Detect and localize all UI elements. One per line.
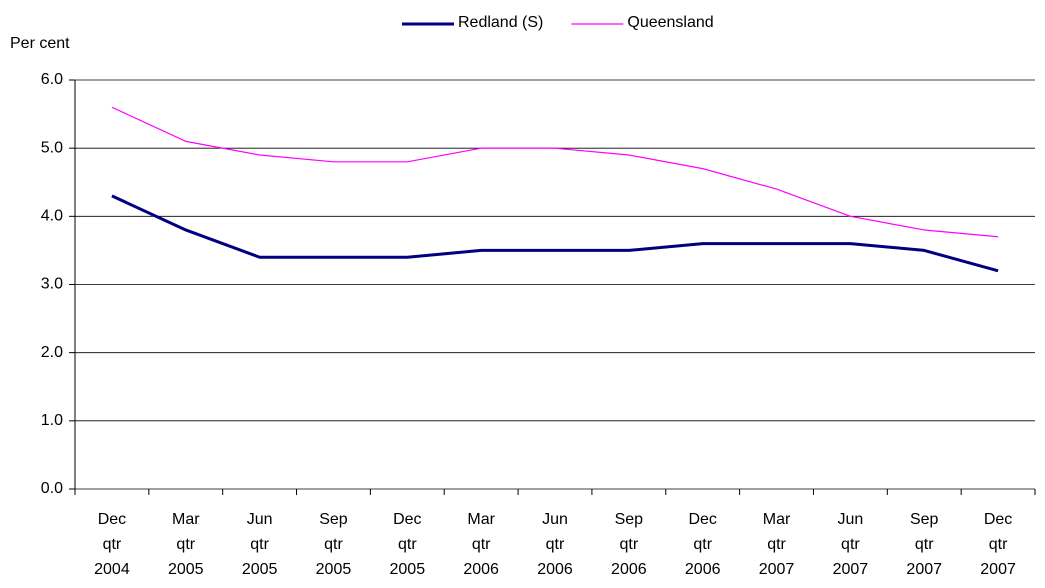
y-tick-label: 1.0: [41, 412, 63, 429]
legend-label: Queensland: [627, 14, 713, 31]
x-tick-label: Mar qtr 2005: [168, 511, 204, 578]
x-tick-label: Dec qtr 2004: [94, 511, 130, 578]
y-axis-label: Per cent: [10, 35, 70, 52]
legend-label: Redland (S): [458, 14, 543, 31]
x-tick-label: Sep qtr 2006: [611, 511, 647, 578]
x-tick-label: Dec qtr 2007: [980, 511, 1016, 578]
x-tick-label: Sep qtr 2005: [316, 511, 352, 578]
y-tick-label: 4.0: [41, 208, 63, 225]
y-tick-label: 6.0: [41, 71, 63, 88]
x-tick-label: Mar qtr 2006: [463, 511, 499, 578]
x-tick-label: Jun qtr 2005: [242, 511, 278, 578]
x-tick-label: Dec qtr 2006: [685, 511, 721, 578]
y-tick-label: 5.0: [41, 139, 63, 156]
y-tick-label: 3.0: [41, 276, 63, 293]
y-tick-label: 2.0: [41, 344, 63, 361]
series-line: [111, 106, 999, 238]
x-tick-label: Mar qtr 2007: [759, 511, 795, 578]
x-tick-label: Dec qtr 2005: [390, 511, 426, 578]
x-tick-label: Jun qtr 2007: [833, 511, 869, 578]
x-tick-label: Jun qtr 2006: [537, 511, 573, 578]
y-tick-label: 0.0: [41, 480, 63, 497]
series-line: [111, 194, 999, 273]
x-tick-label: Sep qtr 2007: [906, 511, 942, 578]
